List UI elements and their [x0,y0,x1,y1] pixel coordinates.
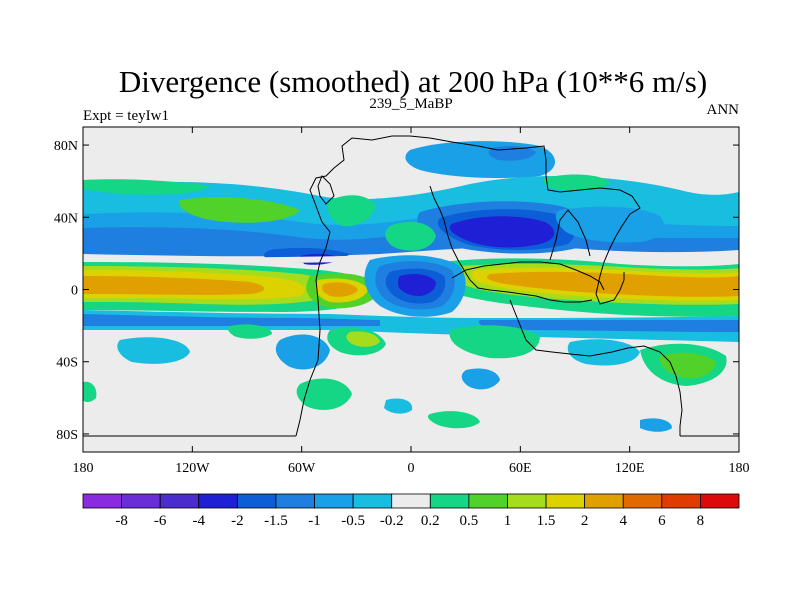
colorbar-swatch [82,493,122,509]
contour-region [461,368,500,390]
subtitle-left: Expt = teyIw1 [83,108,169,124]
contour-region [428,411,480,429]
subtitle-center: 239_5_MaBP [369,96,452,112]
contour-region [385,221,436,251]
y-axis: 80N 40N 0 40S 80S [54,139,739,443]
colorbar-swatch [121,493,161,509]
contour-region [83,276,265,295]
contour-region [398,274,436,296]
contour-region [640,418,672,432]
colorbar-label: -0.2 [380,513,404,529]
contour-region [227,324,272,339]
colorbar-swatch [507,493,547,509]
colorbar-swatch [661,493,701,509]
contour-region [275,334,330,370]
y-tick-label: 40N [54,211,78,226]
y-tick-label: 80S [56,428,78,443]
colorbar-swatch [391,493,431,509]
contour-region [449,216,555,248]
colorbar-swatch [622,493,663,509]
colorbar-label: 1.5 [537,513,556,529]
colorbar-label: -0.5 [341,513,365,529]
colorbar-swatch [429,493,470,509]
contour-region [487,271,739,297]
contour-region [327,195,376,227]
colorbar-label: 0.5 [460,513,479,529]
colorbar-swatch [275,493,315,509]
contour-region [449,325,540,359]
x-tick-label: 0 [408,461,415,476]
chart-title: Divergence (smoothed) at 200 hPa (10**6 … [119,64,707,99]
colorbar-label: -4 [193,513,206,529]
colorbar-swatch [198,493,238,509]
colorbar-swatch [468,493,508,509]
x-tick-label: 120E [615,461,645,476]
colorbar-label: -1 [308,513,321,529]
x-tick-label: 120W [175,461,210,476]
contour-region [346,331,380,347]
x-tick-label: 180 [729,461,750,476]
contour-region [83,179,210,195]
colorbar-swatch [584,493,624,509]
colorbar-swatch [236,493,277,509]
contour-region [567,339,640,366]
colorbar-label: -2 [231,513,244,529]
contour-region [83,314,380,326]
x-tick-label: 60E [509,461,532,476]
colorbar-swatch [352,493,393,509]
contour-region [117,337,190,364]
x-axis: 180 120W 60W 0 60E 120E 180 [73,127,750,476]
colorbar-label: 8 [697,513,705,529]
y-tick-label: 40S [56,356,78,371]
contour-field [83,141,739,432]
colorbar-label: 4 [619,513,627,529]
x-tick-label: 180 [73,461,94,476]
contour-region [543,174,610,191]
contour-region [384,398,413,414]
colorbar-label: 1 [504,513,512,529]
colorbar: -8 -6 -4 -2 -1.5 -1 -0.5 -0.2 0.2 0.5 1 1.5 2 4 6 8 [82,493,740,529]
colorbar-swatch [314,493,354,509]
contour-region [179,197,300,223]
subtitle-right: ANN [707,102,740,118]
colorbar-label: 0.2 [421,513,440,529]
colorbar-swatch [159,493,200,509]
contour-region [296,378,352,410]
colorbar-label: -1.5 [264,513,288,529]
colorbar-label: -6 [154,513,167,529]
coastlines [83,135,739,437]
colorbar-label: 6 [658,513,666,529]
y-tick-label: 0 [71,284,78,299]
colorbar-label: 2 [581,513,589,529]
contour-region [478,320,739,332]
colorbar-swatch [545,493,586,509]
contour-region [83,381,97,402]
x-tick-label: 60W [288,461,316,476]
colorbar-label: -8 [115,513,128,529]
contour-region [322,282,358,297]
colorbar-swatch [700,493,740,509]
y-tick-label: 80N [54,139,78,154]
